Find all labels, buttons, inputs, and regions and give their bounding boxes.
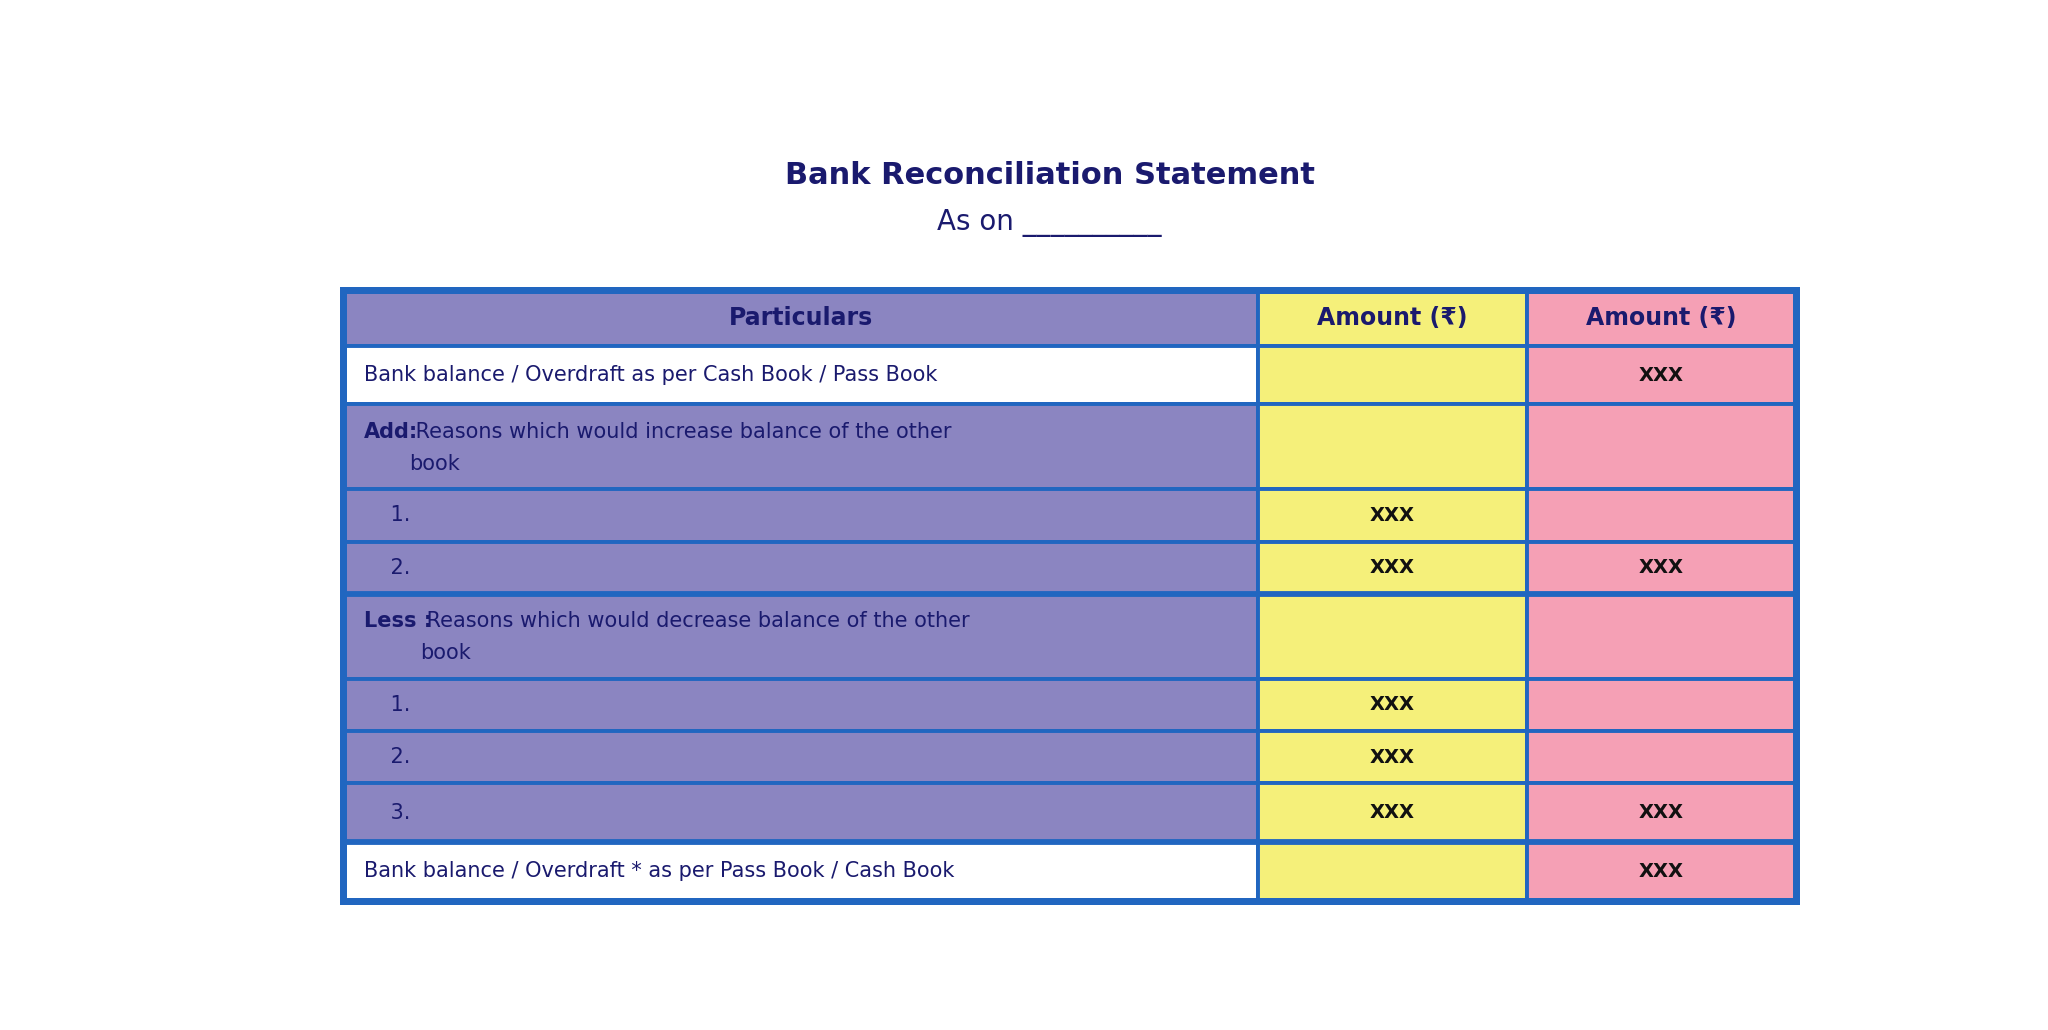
Bar	[1257, 290, 1528, 346]
Bar	[344, 290, 1796, 901]
Bar	[1528, 405, 1796, 489]
Text: Reasons which would decrease balance of the other: Reasons which would decrease balance of …	[420, 611, 969, 631]
Text: XXX: XXX	[1370, 803, 1415, 822]
Text: 2.: 2.	[365, 747, 410, 767]
Bar	[344, 489, 1257, 542]
Text: XXX: XXX	[1370, 695, 1415, 715]
Bar	[1257, 405, 1528, 489]
Text: XXX: XXX	[1370, 506, 1415, 525]
Bar	[1528, 542, 1796, 594]
Bar	[344, 542, 1257, 594]
Bar	[344, 783, 1257, 843]
Text: XXX: XXX	[1638, 862, 1683, 881]
Bar	[1257, 594, 1528, 679]
Text: Add:: Add:	[365, 421, 418, 442]
Bar	[344, 405, 1257, 489]
Bar	[1257, 679, 1528, 731]
Text: Bank balance / Overdraft * as per Pass Book / Cash Book: Bank balance / Overdraft * as per Pass B…	[365, 861, 954, 882]
Bar	[344, 843, 1257, 901]
Bar	[1257, 731, 1528, 783]
Bar	[1528, 783, 1796, 843]
Bar	[344, 594, 1257, 679]
Bar	[1528, 290, 1796, 346]
Bar	[1528, 346, 1796, 405]
Text: book: book	[410, 454, 461, 474]
Text: Bank Reconciliation Statement: Bank Reconciliation Statement	[784, 161, 1315, 190]
Text: 1.: 1.	[365, 695, 410, 715]
Text: As on __________: As on __________	[938, 209, 1161, 237]
Text: 2.: 2.	[365, 557, 410, 578]
Bar	[1528, 594, 1796, 679]
Bar	[1528, 489, 1796, 542]
Bar	[1257, 489, 1528, 542]
Text: 3.: 3.	[365, 802, 410, 823]
Bar	[344, 731, 1257, 783]
Bar	[344, 346, 1257, 405]
Bar	[1257, 346, 1528, 405]
Bar	[1528, 843, 1796, 901]
Bar	[1257, 542, 1528, 594]
Text: XXX: XXX	[1370, 748, 1415, 766]
Bar	[1528, 731, 1796, 783]
Text: book: book	[420, 644, 471, 663]
Text: XXX: XXX	[1370, 558, 1415, 577]
Bar	[1257, 843, 1528, 901]
Text: Particulars: Particulars	[729, 306, 872, 330]
Text: Less :: Less :	[365, 611, 432, 631]
Bar	[1257, 783, 1528, 843]
Text: Reasons which would increase balance of the other: Reasons which would increase balance of …	[410, 421, 952, 442]
Text: Bank balance / Overdraft as per Cash Book / Pass Book: Bank balance / Overdraft as per Cash Boo…	[365, 365, 938, 385]
Text: XXX: XXX	[1638, 558, 1683, 577]
Text: Amount (₹): Amount (₹)	[1585, 306, 1737, 330]
Text: XXX: XXX	[1638, 366, 1683, 384]
Bar	[344, 290, 1257, 346]
Text: 1.: 1.	[365, 506, 410, 525]
Bar	[1528, 679, 1796, 731]
Bar	[344, 679, 1257, 731]
Text: Amount (₹): Amount (₹)	[1317, 306, 1468, 330]
Text: XXX: XXX	[1638, 803, 1683, 822]
